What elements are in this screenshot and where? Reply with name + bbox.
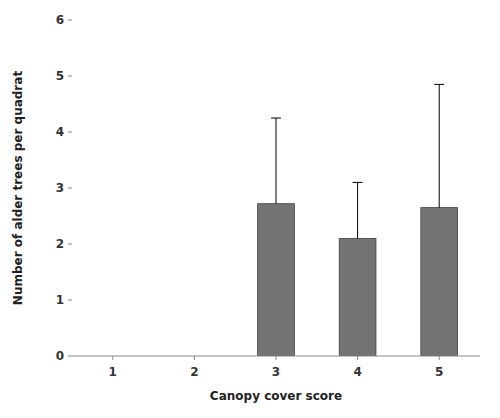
x-tick — [439, 356, 440, 360]
x-tick — [194, 356, 195, 360]
y-tick — [68, 356, 72, 357]
y-tick-label: 2 — [56, 237, 64, 251]
x-axis-label: Canopy cover score — [210, 389, 342, 403]
x-tick-label: 1 — [109, 365, 117, 379]
plot-area — [258, 84, 458, 356]
y-tick-label: 1 — [56, 293, 64, 307]
y-tick — [68, 188, 72, 189]
x-tick — [276, 356, 277, 360]
y-tick — [68, 20, 72, 21]
chart-svg: 1 2 3 4 5 0 1 2 3 4 5 6 Canopy cover score Number of … — [0, 0, 500, 418]
x-tick-label: 2 — [190, 365, 198, 379]
y-tick-label: 6 — [56, 13, 64, 27]
bar — [421, 208, 458, 356]
y-tick — [68, 300, 72, 301]
y-tick — [68, 76, 72, 77]
y-tick-label: 5 — [56, 69, 64, 83]
y-tick-label: 0 — [56, 349, 64, 363]
x-tick-label: 3 — [272, 365, 280, 379]
x-tick-label: 5 — [435, 365, 443, 379]
bar — [339, 238, 376, 356]
error-bar — [271, 118, 281, 204]
chart-container: 1 2 3 4 5 0 1 2 3 4 5 6 Canopy cover score Number of … — [0, 0, 500, 418]
y-tick — [68, 132, 72, 133]
y-tick-label: 3 — [56, 181, 64, 195]
x-tick — [357, 356, 358, 360]
bar — [258, 204, 295, 356]
y-tick-label: 4 — [56, 125, 64, 139]
error-bar — [434, 84, 444, 207]
x-tick-label: 4 — [353, 365, 361, 379]
error-bar — [353, 182, 363, 238]
y-axis-label: Number of alder trees per quadrat — [11, 71, 25, 306]
x-tick — [112, 356, 113, 360]
y-tick — [68, 244, 72, 245]
